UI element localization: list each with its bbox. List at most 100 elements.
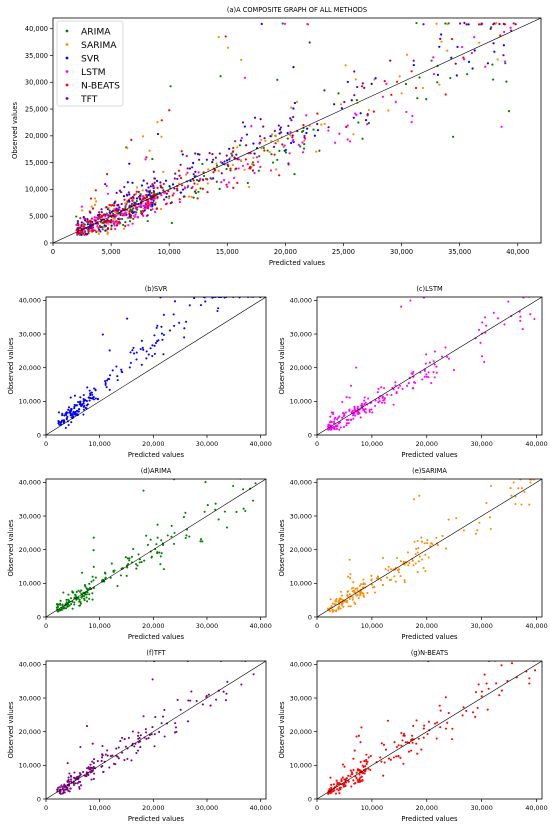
data-point-series <box>345 396 348 399</box>
data-point-series <box>395 755 398 758</box>
data-point-svr <box>149 185 152 188</box>
data-point-series <box>342 783 345 787</box>
data-point-series <box>348 396 351 399</box>
data-point-tft <box>220 172 223 175</box>
data-point-series <box>147 353 150 356</box>
data-point-svr <box>194 170 197 173</box>
data-point-series <box>359 776 362 779</box>
data-point-series <box>383 397 386 400</box>
data-point-series <box>358 773 361 776</box>
data-point-series <box>347 422 350 425</box>
x-tick-label: 20,000 <box>416 804 438 812</box>
data-point-series <box>481 321 484 324</box>
data-point-series <box>160 552 163 555</box>
data-point-series <box>89 766 92 769</box>
data-point-series <box>427 720 430 723</box>
data-point-series <box>104 382 107 385</box>
y-tick-label: 25,000 <box>25 105 48 113</box>
data-point-series <box>369 768 372 772</box>
data-point-series <box>78 772 81 775</box>
data-point-series <box>364 408 367 411</box>
data-point-n-beats <box>252 164 255 167</box>
data-point-tft <box>145 189 148 192</box>
data-point-series <box>367 767 370 770</box>
data-point-series <box>92 398 95 401</box>
data-point-lstm <box>136 215 139 219</box>
data-point-series <box>252 499 255 502</box>
data-point-series <box>400 305 403 308</box>
legend-marker-lstm <box>65 70 69 73</box>
data-point-series <box>399 756 402 759</box>
data-point-lstm <box>145 206 148 209</box>
data-point-n-beats <box>234 140 237 143</box>
x-tick-label: 10,000 <box>88 804 110 812</box>
data-point-series <box>411 741 414 744</box>
data-point-arima <box>430 59 433 62</box>
data-point-series <box>483 673 486 676</box>
data-point-svr <box>493 50 496 53</box>
data-point-tft <box>106 208 109 211</box>
data-point-sarima <box>156 121 159 124</box>
data-point-series <box>392 403 395 406</box>
data-point-series <box>445 547 448 550</box>
data-point-series <box>88 582 91 585</box>
data-point-series <box>480 690 483 693</box>
data-point-series <box>474 691 478 694</box>
data-point-series <box>163 708 166 712</box>
data-point-series <box>359 741 362 744</box>
data-point-tft <box>176 177 179 180</box>
data-point-tft <box>89 226 92 230</box>
data-point-tft <box>363 86 366 89</box>
data-point-sarima <box>135 192 138 195</box>
data-point-sarima <box>339 103 343 106</box>
data-point-tft <box>117 203 120 206</box>
data-point-series <box>427 371 430 374</box>
data-point-series <box>65 418 68 421</box>
data-point-tft <box>162 189 165 192</box>
data-point-series <box>82 771 85 774</box>
data-point-lstm <box>269 169 273 172</box>
data-point-series <box>345 599 348 602</box>
data-point-series <box>130 759 133 762</box>
data-point-svr <box>473 49 476 52</box>
data-point-n-beats <box>136 206 139 209</box>
data-point-series <box>395 391 398 394</box>
data-point-series <box>85 725 89 728</box>
data-point-arima <box>318 149 321 152</box>
data-point-series <box>166 534 169 537</box>
data-point-tft <box>327 126 330 129</box>
x-tick-label: 40,000 <box>249 440 271 448</box>
data-point-series <box>356 769 360 772</box>
data-point-series <box>355 594 358 597</box>
data-point-svr <box>110 224 113 227</box>
data-point-series <box>364 765 367 768</box>
x-tick-label: 20,000 <box>142 622 164 630</box>
data-point-tft <box>165 192 169 195</box>
data-point-svr <box>436 73 440 76</box>
data-point-series <box>421 558 424 561</box>
data-point-series <box>340 594 344 597</box>
data-point-series <box>377 401 380 404</box>
data-point-series <box>444 696 447 699</box>
data-point-tft <box>153 181 156 184</box>
data-point-series <box>145 534 148 537</box>
data-point-series <box>136 749 140 752</box>
data-point-series <box>359 592 362 595</box>
data-point-series <box>92 762 95 765</box>
data-point-series <box>100 756 104 759</box>
data-point-svr <box>154 203 157 206</box>
x-tick-label: 0 <box>315 440 319 448</box>
data-point-series <box>405 384 409 387</box>
data-point-n-beats <box>115 220 118 223</box>
data-point-series <box>392 756 395 759</box>
data-point-series <box>394 381 397 384</box>
data-point-series <box>108 349 111 352</box>
data-point-sarima <box>440 40 443 43</box>
data-point-series <box>350 384 353 387</box>
data-point-series <box>439 709 442 712</box>
data-point-series <box>139 734 142 737</box>
data-point-series <box>347 780 350 783</box>
data-point-series <box>59 792 63 795</box>
data-point-series <box>421 378 424 381</box>
data-point-series <box>115 365 118 368</box>
